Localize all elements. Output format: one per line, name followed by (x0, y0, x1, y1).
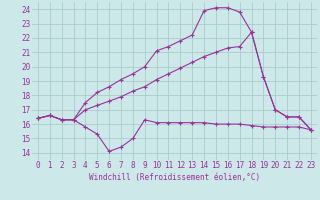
X-axis label: Windchill (Refroidissement éolien,°C): Windchill (Refroidissement éolien,°C) (89, 173, 260, 182)
